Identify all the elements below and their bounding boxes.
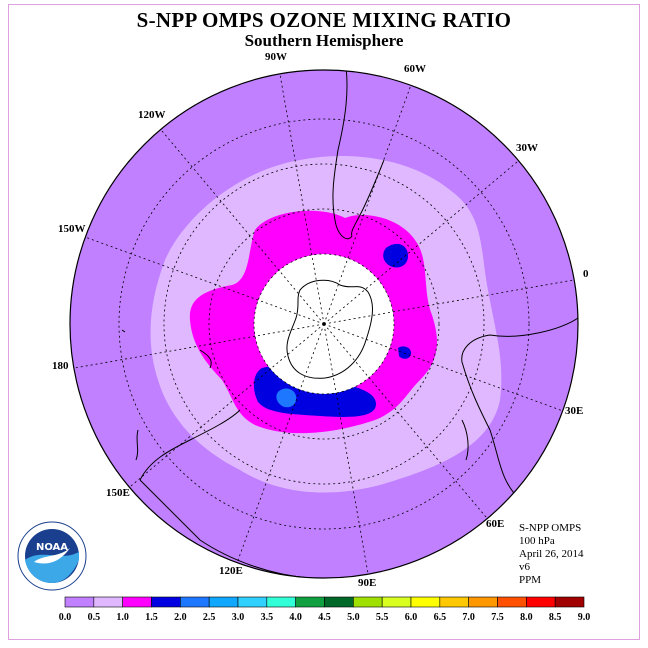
meridian-spoke [258, 299, 325, 325]
legend-tick-label: 5.0 [347, 612, 360, 623]
legend-swatch [526, 596, 556, 608]
meridian-line [392, 279, 575, 313]
meridian-line [160, 129, 280, 271]
legend-swatch [151, 596, 181, 608]
info-block: S-NPP OMPS 100 hPa April 26, 2014 v6 PPM [519, 522, 583, 587]
lon-label-180: 180 [52, 360, 69, 372]
legend-tick-label: 4.5 [318, 612, 331, 623]
legend-tick-label: 2.5 [203, 612, 216, 623]
legend-swatch [208, 596, 239, 608]
info-instrument: S-NPP OMPS [519, 522, 582, 534]
info-units: PPM [519, 574, 542, 586]
legend-swatch [295, 596, 325, 608]
legend-swatch [64, 596, 95, 608]
legend-tick-label: 6.5 [434, 612, 447, 623]
lon-label-30e: 30E [565, 405, 584, 417]
legend-swatch [554, 596, 585, 608]
meridian-spoke [299, 323, 325, 390]
legend-swatch [353, 596, 383, 608]
lon-label-90w: 90W [265, 51, 287, 63]
ozone-band-blue-small-2 [398, 346, 412, 359]
meridian-spoke [254, 323, 325, 337]
meridian-line [129, 368, 271, 488]
ozone-band-blue-small-1 [383, 243, 408, 268]
legend-tick-label: 3.5 [261, 612, 274, 623]
ozone-band-midblue [276, 388, 297, 408]
legend-swatch [180, 596, 210, 608]
meridian-line [389, 347, 563, 412]
map-title: S-NPP OMPS OZONE MIXING RATIO [136, 8, 512, 32]
color-legend: 0.0 0.5 1.0 1.5 2.0 2.5 3.0 3.5 4.0 4.5 5.0 5.5 6.0 6… [59, 596, 591, 623]
legend-swatch [468, 596, 498, 608]
meridian-line [347, 85, 412, 259]
meridian-line [236, 389, 301, 563]
south-pole-dot [322, 322, 326, 326]
coastlines [121, 70, 578, 578]
legend-swatch [237, 596, 268, 608]
legend-swatch [497, 596, 527, 608]
lon-label-150w: 150W [58, 223, 86, 235]
legend-swatch [122, 596, 152, 608]
meridian-spoke [323, 311, 394, 325]
legend-tick-label: 1.0 [116, 612, 129, 623]
legend-tick-label: 6.0 [405, 612, 418, 623]
meridian-spoke [323, 323, 370, 378]
meridian-spoke [323, 323, 390, 349]
meridian-line [335, 392, 369, 575]
info-level: 100 hPa [519, 535, 555, 547]
legend-swatch [324, 596, 354, 608]
legend-tick-label: 1.5 [145, 612, 158, 623]
legend-swatch [266, 596, 296, 608]
legend-tick-label: 7.5 [491, 612, 504, 623]
meridian-line [73, 335, 256, 369]
meridian-spoke [311, 254, 325, 325]
meridian-spoke [323, 323, 337, 394]
lon-label-150e: 150E [106, 487, 130, 499]
lon-label-30w: 30W [516, 142, 538, 154]
meridian-line [377, 160, 519, 280]
legend-tick-label: 0.5 [88, 612, 101, 623]
info-date: April 26, 2014 [519, 548, 584, 560]
legend-tick-label: 4.0 [289, 612, 302, 623]
legend-tick-label: 3.0 [232, 612, 245, 623]
lon-label-60e: 60E [486, 518, 505, 530]
lon-label-120w: 120W [138, 109, 166, 121]
latitude-circles [118, 118, 530, 530]
noaa-logo: NOAA [17, 521, 87, 591]
legend-swatch [410, 596, 441, 608]
meridian-spoke [323, 258, 349, 325]
lon-label-120e: 120E [219, 565, 243, 577]
meridian-spoke [270, 323, 325, 370]
legend-tick-label: 5.5 [376, 612, 389, 623]
legend-tick-label: 8.5 [549, 612, 562, 623]
legend-tick-label: 9.0 [578, 612, 591, 623]
meridian-spoke [278, 270, 325, 325]
info-version: v6 [519, 561, 530, 573]
legend-tick-label: 8.0 [520, 612, 533, 623]
lon-label-0: 0 [583, 268, 589, 280]
legend-tick-label: 7.0 [462, 612, 475, 623]
legend-swatch [439, 596, 469, 608]
meridians [73, 73, 575, 575]
meridian-line [279, 73, 313, 256]
legend-swatch [93, 596, 123, 608]
antarctica-outline [286, 279, 373, 379]
map-frame [8, 4, 640, 640]
legend-tick-label: 2.0 [174, 612, 187, 623]
legend-tick-label: 0.0 [59, 612, 72, 623]
lon-label-90e: 90E [358, 577, 377, 589]
map-subtitle: Southern Hemisphere [244, 31, 404, 50]
globe-outline [69, 69, 579, 579]
noaa-logo-text: NOAA [36, 542, 68, 553]
lon-label-60w: 60W [404, 63, 426, 75]
meridian-line [85, 236, 259, 301]
meridian-spoke [323, 278, 378, 325]
legend-swatch [381, 596, 412, 608]
meridian-line [368, 377, 488, 519]
